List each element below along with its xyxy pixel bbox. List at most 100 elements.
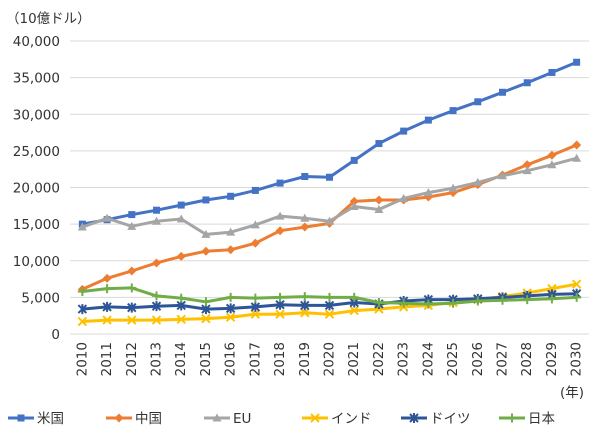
data-point <box>127 266 137 276</box>
data-point <box>275 211 285 220</box>
legend-marker <box>17 414 25 422</box>
x-tick-label: 2024 <box>420 342 436 376</box>
data-point <box>77 222 87 231</box>
data-point <box>375 140 383 148</box>
x-tick-label: 2020 <box>322 342 338 376</box>
data-point <box>153 206 160 214</box>
y-tick-label: 25,000 <box>13 144 60 160</box>
data-point <box>275 292 285 302</box>
data-point <box>523 79 531 87</box>
data-point <box>128 211 136 219</box>
data-point <box>498 171 507 180</box>
data-point <box>301 173 309 181</box>
y-axis-tick-labels: 0 5,000 10,000 15,000 20,000 25,000 30,000 35,0… <box>13 34 60 343</box>
data-point <box>399 193 409 202</box>
data-point <box>102 284 112 294</box>
legend-item: EU <box>204 411 251 427</box>
x-tick-label: 2021 <box>346 342 362 376</box>
legend-label: EU <box>233 411 251 427</box>
data-point <box>449 107 457 115</box>
data-point <box>102 315 112 325</box>
data-point <box>522 160 532 170</box>
legend-marker <box>507 413 517 423</box>
x-axis-tick-labels: 2010 2011 2012 2013 2014 2015 2016 2017 2018 2019… <box>74 342 584 376</box>
data-point <box>176 214 186 223</box>
data-point <box>102 301 112 312</box>
legend-label: ドイツ <box>430 411 471 427</box>
data-point <box>572 140 582 150</box>
legend-item: ドイツ <box>401 411 471 427</box>
data-point <box>250 301 261 312</box>
x-tick-label: 2022 <box>371 342 387 376</box>
data-point <box>300 292 310 302</box>
data-point <box>227 192 235 200</box>
series-3 <box>77 153 582 238</box>
data-point <box>399 298 409 308</box>
data-point <box>250 220 260 229</box>
data-point <box>350 156 358 164</box>
legend-item: 中国 <box>106 411 162 427</box>
x-tick-label: 2010 <box>74 342 90 376</box>
data-point <box>325 292 334 302</box>
x-tick-label: 2011 <box>99 342 115 376</box>
grid-lines <box>70 40 589 335</box>
legend-label: 日本 <box>528 411 556 427</box>
data-point <box>127 315 137 325</box>
data-point <box>374 204 384 213</box>
data-point <box>250 238 260 248</box>
y-tick-label: 15,000 <box>13 217 60 233</box>
x-tick-label: 2028 <box>519 342 535 376</box>
x-tick-label: 2018 <box>272 342 288 376</box>
data-point <box>474 98 482 106</box>
legend-item: インド <box>302 411 372 427</box>
legend: 米国 中国 EU インド ドイツ 日本 <box>8 411 556 427</box>
data-point <box>498 295 507 305</box>
data-point <box>250 309 261 319</box>
data-point <box>276 179 284 187</box>
data-point <box>127 283 137 293</box>
data-point <box>226 292 236 302</box>
x-tick-label: 2027 <box>495 342 511 376</box>
data-point <box>448 298 458 308</box>
data-point <box>473 296 483 306</box>
x-tick-label: 2026 <box>470 342 486 376</box>
series-group <box>77 58 582 327</box>
series-1 <box>78 58 581 228</box>
legend-marker <box>409 413 419 423</box>
data-point <box>473 177 483 186</box>
data-point <box>202 196 210 204</box>
data-point <box>547 150 557 160</box>
data-point <box>324 300 335 311</box>
data-point <box>325 216 334 225</box>
data-point <box>400 127 408 135</box>
data-point <box>177 201 185 209</box>
data-point <box>226 227 236 236</box>
series-6 <box>77 283 582 309</box>
data-point <box>572 153 582 162</box>
data-point <box>152 291 161 301</box>
x-tick-label: 2030 <box>569 342 585 376</box>
y-unit-label: （10億ドル） <box>6 11 91 27</box>
data-point <box>423 188 433 197</box>
data-point <box>349 292 359 302</box>
data-point <box>324 309 335 319</box>
x-tick-label: 2019 <box>297 342 313 376</box>
data-point <box>250 293 260 303</box>
x-tick-label: 2012 <box>124 342 140 376</box>
data-point <box>547 160 557 169</box>
data-point <box>201 246 211 256</box>
data-point <box>176 314 186 325</box>
data-point <box>152 258 161 268</box>
data-point <box>176 293 186 303</box>
data-point <box>201 297 211 307</box>
x-tick-label: 2025 <box>445 342 461 376</box>
data-point <box>102 213 112 222</box>
y-tick-label: 0 <box>51 327 60 343</box>
legend-label: 米国 <box>37 411 64 427</box>
data-point <box>77 316 88 327</box>
y-tick-label: 30,000 <box>13 107 60 123</box>
y-tick-label: 5,000 <box>21 290 60 306</box>
data-point <box>151 301 162 312</box>
data-point <box>374 298 384 308</box>
data-point <box>300 308 310 318</box>
